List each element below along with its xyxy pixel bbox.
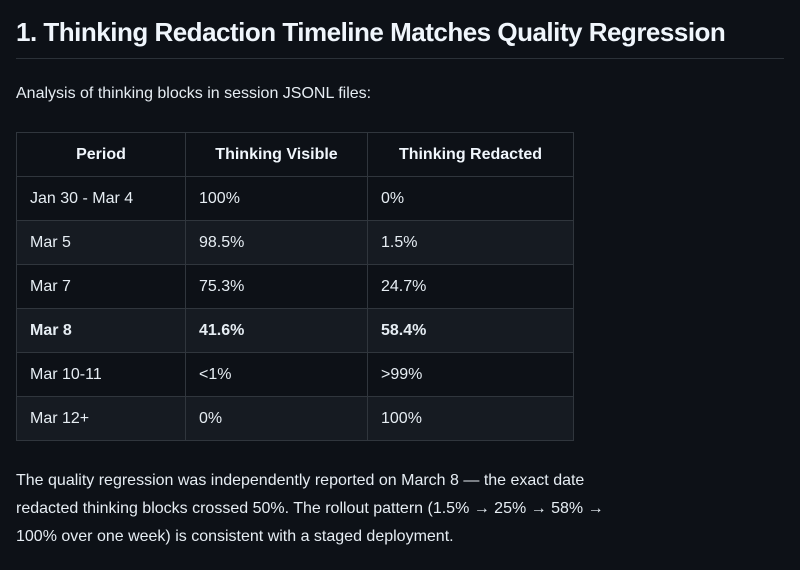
column-header-redacted: Thinking Redacted [367, 132, 574, 177]
conclusion-line-2: redacted thinking blocks crossed 50%. Th… [16, 500, 604, 517]
column-header-period: Period [16, 132, 186, 177]
cell-period: Mar 10-11 [16, 352, 186, 397]
table-header-row: Period Thinking Visible Thinking Redacte… [16, 132, 574, 177]
cell-visible: 41.6% [185, 308, 368, 353]
cell-period: Mar 5 [16, 220, 186, 265]
table-row-highlighted: Mar 8 41.6% 58.4% [16, 308, 574, 353]
cell-visible: 75.3% [185, 264, 368, 309]
cell-period: Jan 30 - Mar 4 [16, 176, 186, 221]
cell-redacted: 58.4% [367, 308, 574, 353]
table-row: Mar 7 75.3% 24.7% [16, 264, 574, 309]
cell-period: Mar 7 [16, 264, 186, 309]
cell-redacted: 24.7% [367, 264, 574, 309]
conclusion-text: The quality regression was independently… [16, 467, 784, 551]
redaction-timeline-table: Period Thinking Visible Thinking Redacte… [16, 132, 574, 441]
table-row: Mar 10-11 <1% >99% [16, 352, 574, 397]
cell-period: Mar 8 [16, 308, 186, 353]
cell-redacted: 0% [367, 176, 574, 221]
conclusion-line-3: 100% over one week) is consistent with a… [16, 528, 454, 545]
cell-visible: 100% [185, 176, 368, 221]
intro-text: Analysis of thinking blocks in session J… [16, 85, 372, 102]
table-row: Mar 5 98.5% 1.5% [16, 220, 574, 265]
cell-visible: 0% [185, 396, 368, 441]
cell-period: Mar 12+ [16, 396, 186, 441]
page-title: 1. Thinking Redaction Timeline Matches Q… [16, 16, 784, 59]
cell-redacted: 1.5% [367, 220, 574, 265]
table-row: Mar 12+ 0% 100% [16, 396, 574, 441]
cell-visible: 98.5% [185, 220, 368, 265]
cell-visible: <1% [185, 352, 368, 397]
conclusion-line-1: The quality regression was independently… [16, 472, 585, 489]
cell-redacted: 100% [367, 396, 574, 441]
cell-redacted: >99% [367, 352, 574, 397]
column-header-visible: Thinking Visible [185, 132, 368, 177]
table-row: Jan 30 - Mar 4 100% 0% [16, 176, 574, 221]
